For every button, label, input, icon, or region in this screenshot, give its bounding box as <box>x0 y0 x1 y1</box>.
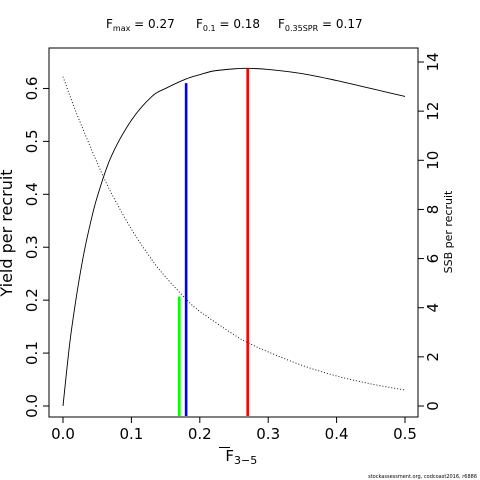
x-tick-label: 0.2 <box>188 425 212 443</box>
x-axis: 0.0 0.1 0.2 0.3 0.4 0.5 <box>51 416 417 443</box>
x-axis-title-base: F <box>225 447 234 465</box>
x-tick-label: 0.0 <box>51 425 75 443</box>
y-right-tick-label: 0 <box>424 401 442 411</box>
y-left-tick-label: 0.3 <box>23 235 41 259</box>
y-axis-right: 0 2 4 6 8 10 12 14 <box>417 52 442 411</box>
yield-per-recruit-line <box>62 67 406 407</box>
svg-text:F: F <box>225 447 234 465</box>
ssb-per-recruit-line <box>62 76 406 391</box>
y-axis-right-title: SSB per recruit <box>442 190 455 273</box>
plot-frame <box>48 47 419 418</box>
y-left-tick-label: 0.2 <box>23 288 41 312</box>
y-right-tick-label: 10 <box>424 151 442 170</box>
svg-text:3−5: 3−5 <box>234 454 257 467</box>
y-axis-left: 0.0 0.1 0.2 0.3 0.4 0.5 0.6 <box>23 77 50 418</box>
y-right-tick-label: 6 <box>424 254 442 264</box>
y-left-tick-label: 0.5 <box>23 129 41 153</box>
y-right-tick-label: 12 <box>424 102 442 121</box>
y-left-tick-label: 0.1 <box>23 341 41 365</box>
y-left-tick-label: 0.6 <box>23 77 41 101</box>
y-left-tick-label: 0.4 <box>23 182 41 206</box>
footer-note: stockassessment.org, codcoast2016, r6886 <box>368 474 477 480</box>
title-ref-1: F0.1 = 0.18 <box>196 17 260 33</box>
x-tick-label: 0.5 <box>393 425 417 443</box>
y-right-tick-label: 8 <box>424 205 442 215</box>
y-right-tick-label: 2 <box>424 352 442 362</box>
x-tick-label: 0.1 <box>119 425 143 443</box>
plot-area <box>62 67 406 416</box>
x-tick-label: 0.3 <box>256 425 280 443</box>
title-ref-2: F0.35SPR = 0.17 <box>278 17 363 33</box>
y-axis-left-title: Yield per recruit <box>0 169 16 297</box>
x-axis-title: F 3−5 <box>219 447 257 467</box>
chart-title: Fmax = 0.27 F0.1 = 0.18 F0.35SPR = 0.17 <box>106 17 363 33</box>
x-axis-title-sub: 3−5 <box>234 454 257 467</box>
x-tick-label: 0.4 <box>325 425 349 443</box>
y-left-tick-label: 0.0 <box>23 394 41 418</box>
y-right-tick-label: 14 <box>424 52 442 71</box>
y-right-tick-label: 4 <box>424 303 442 313</box>
title-ref-0: Fmax = 0.27 <box>106 17 175 33</box>
